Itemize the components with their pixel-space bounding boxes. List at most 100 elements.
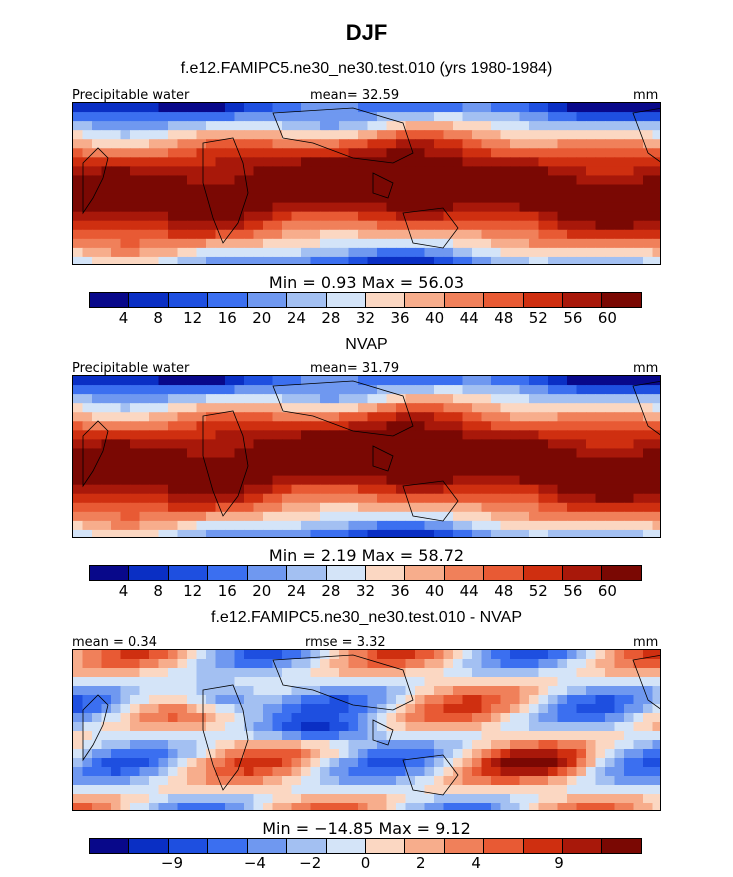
colorbar-swatch xyxy=(168,566,209,580)
panel-3-stats: Min = −14.85 Max = 9.12 xyxy=(262,819,471,838)
colorbar-tick-label: 28 xyxy=(321,582,341,600)
colorbar-tick-label: 24 xyxy=(286,309,306,327)
colorbar-swatch xyxy=(484,839,524,853)
colorbar-swatch xyxy=(523,293,564,307)
colorbar-swatch xyxy=(484,293,524,307)
colorbar-swatch xyxy=(523,839,564,853)
colorbar-swatch xyxy=(90,839,130,853)
colorbar-swatch xyxy=(484,566,524,580)
colorbar-swatch xyxy=(444,839,485,853)
figure-title: DJF xyxy=(345,20,388,45)
panel-3-colorbar xyxy=(89,838,642,854)
colorbar-tick-label: 4 xyxy=(471,854,481,872)
colorbar-tick-label: 16 xyxy=(217,309,237,327)
colorbar-swatch xyxy=(129,566,169,580)
colorbar-swatch xyxy=(287,293,327,307)
colorbar-swatch xyxy=(129,839,169,853)
colorbar-swatch xyxy=(405,293,445,307)
panel-1-stats: Min = 0.93 Max = 56.03 xyxy=(268,273,465,292)
colorbar-swatch xyxy=(523,566,564,580)
panel-1-variable-label: Precipitable water xyxy=(72,88,190,103)
colorbar-swatch xyxy=(168,293,209,307)
colorbar-tick-label: 4 xyxy=(118,582,129,600)
colorbar-swatch xyxy=(602,566,641,580)
panel-3-rmse-label: rmse = 3.32 xyxy=(305,635,386,650)
panel-3-units-label: mm xyxy=(633,635,659,650)
colorbar-tick-label: 2 xyxy=(416,854,426,872)
colorbar-tick-label: 36 xyxy=(390,309,410,327)
colorbar-swatch xyxy=(405,566,445,580)
panel-2-stats: Min = 2.19 Max = 58.72 xyxy=(268,546,465,565)
colorbar-swatch xyxy=(365,566,406,580)
colorbar-swatch xyxy=(129,293,169,307)
colorbar-swatch xyxy=(563,293,603,307)
colorbar-swatch xyxy=(365,839,406,853)
panel-1-map xyxy=(72,102,661,265)
panel-3-map xyxy=(72,649,661,811)
panel-1-colorbar xyxy=(89,292,642,308)
colorbar-tick-label: 12 xyxy=(183,582,203,600)
colorbar-tick-label: 0 xyxy=(360,854,371,872)
colorbar-swatch xyxy=(326,839,366,853)
panel-2-mean-label: mean= 31.79 xyxy=(310,361,400,376)
colorbar-tick-label: 8 xyxy=(153,309,163,327)
colorbar-tick-label: 12 xyxy=(183,309,203,327)
colorbar-tick-label: 24 xyxy=(286,582,306,600)
colorbar-tick-label: 16 xyxy=(217,582,237,600)
colorbar-swatch xyxy=(247,293,288,307)
colorbar-tick-label: 4 xyxy=(118,309,129,327)
panel-3-title: f.e12.FAMIPC5.ne30_ne30.test.010 - NVAP xyxy=(211,609,522,626)
colorbar-swatch xyxy=(90,293,130,307)
colorbar-tick-label: 44 xyxy=(459,309,479,327)
panel-2-map xyxy=(72,375,661,538)
colorbar-tick-label: −2 xyxy=(299,854,322,872)
colorbar-tick-label: 20 xyxy=(252,582,272,600)
colorbar-swatch xyxy=(287,566,327,580)
colorbar-swatch xyxy=(563,566,603,580)
colorbar-swatch xyxy=(326,293,366,307)
colorbar-tick-label: 20 xyxy=(252,309,272,327)
colorbar-swatch xyxy=(602,839,641,853)
colorbar-tick-label: 60 xyxy=(597,309,617,327)
colorbar-swatch xyxy=(563,839,603,853)
colorbar-tick-label: 32 xyxy=(355,582,376,600)
colorbar-tick-label: 48 xyxy=(494,582,514,600)
colorbar-swatch xyxy=(287,839,327,853)
colorbar-swatch xyxy=(247,839,288,853)
colorbar-tick-label: 52 xyxy=(528,582,548,600)
colorbar-swatch xyxy=(168,839,209,853)
colorbar-swatch xyxy=(444,293,485,307)
colorbar-tick-label: −4 xyxy=(243,854,266,872)
colorbar-tick-label: 60 xyxy=(597,582,617,600)
panel-3-mean-label: mean = 0.34 xyxy=(72,635,157,650)
colorbar-tick-label: 8 xyxy=(153,582,163,600)
panel-2-title: NVAP xyxy=(345,336,388,353)
colorbar-tick-label: 52 xyxy=(528,309,548,327)
panel-2-units-label: mm xyxy=(633,361,659,376)
colorbar-tick-label: 56 xyxy=(563,309,583,327)
colorbar-tick-label: 40 xyxy=(425,309,445,327)
colorbar-swatch xyxy=(208,566,248,580)
colorbar-tick-label: 32 xyxy=(355,309,376,327)
colorbar-swatch xyxy=(208,293,248,307)
colorbar-swatch xyxy=(444,566,485,580)
colorbar-swatch xyxy=(602,293,641,307)
panel-2-variable-label: Precipitable water xyxy=(72,361,190,376)
colorbar-swatch xyxy=(405,839,445,853)
panel-1-units-label: mm xyxy=(633,88,659,103)
colorbar-tick-label: 36 xyxy=(390,582,410,600)
colorbar-swatch xyxy=(326,566,366,580)
colorbar-swatch xyxy=(208,839,248,853)
panel-1-title: f.e12.FAMIPC5.ne30_ne30.test.010 (yrs 19… xyxy=(180,60,553,77)
colorbar-swatch xyxy=(365,293,406,307)
colorbar-tick-label: 44 xyxy=(459,582,479,600)
colorbar-tick-label: 48 xyxy=(494,309,514,327)
colorbar-tick-label: 28 xyxy=(321,309,341,327)
colorbar-swatch xyxy=(247,566,288,580)
colorbar-tick-label: 9 xyxy=(554,854,564,872)
colorbar-swatch xyxy=(90,566,130,580)
colorbar-tick-label: 56 xyxy=(563,582,583,600)
panel-1-mean-label: mean= 32.59 xyxy=(310,88,400,103)
colorbar-tick-label: −9 xyxy=(160,854,183,872)
colorbar-tick-label: 40 xyxy=(425,582,445,600)
